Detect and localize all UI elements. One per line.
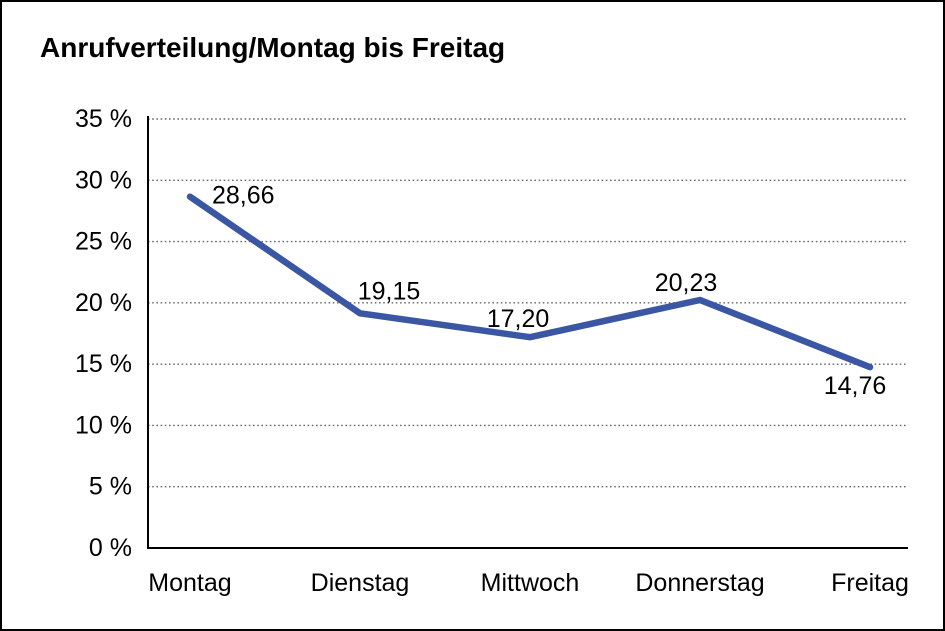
y-axis-tick-label: 25 % [75,228,132,256]
data-point-label: 28,66 [212,182,275,210]
x-axis-category-label: Dienstag [311,569,410,597]
x-axis-category-label: Freitag [831,569,909,597]
y-axis-tick-label: 20 % [75,289,132,317]
y-axis-tick-label: 35 % [75,105,132,133]
y-axis-tick-label: 5 % [89,473,132,501]
x-axis-category-label: Montag [148,569,231,597]
data-point-label: 17,20 [487,305,550,333]
y-axis-tick-label: 15 % [75,350,132,378]
series-line [186,193,874,371]
data-point-label: 20,23 [655,269,718,297]
x-axis-category-label: Donnerstag [635,569,764,597]
chart-title: Anrufverteilung/Montag bis Freitag [40,32,506,63]
data-point-label: 19,15 [358,277,421,305]
y-axis-tick-label: 30 % [75,166,132,194]
y-axis-tick-label: 0 % [89,534,132,562]
x-axis-category-label: Mittwoch [481,569,580,597]
data-point-label: 14,76 [824,372,887,400]
y-axis-tick-label: 10 % [75,411,132,439]
